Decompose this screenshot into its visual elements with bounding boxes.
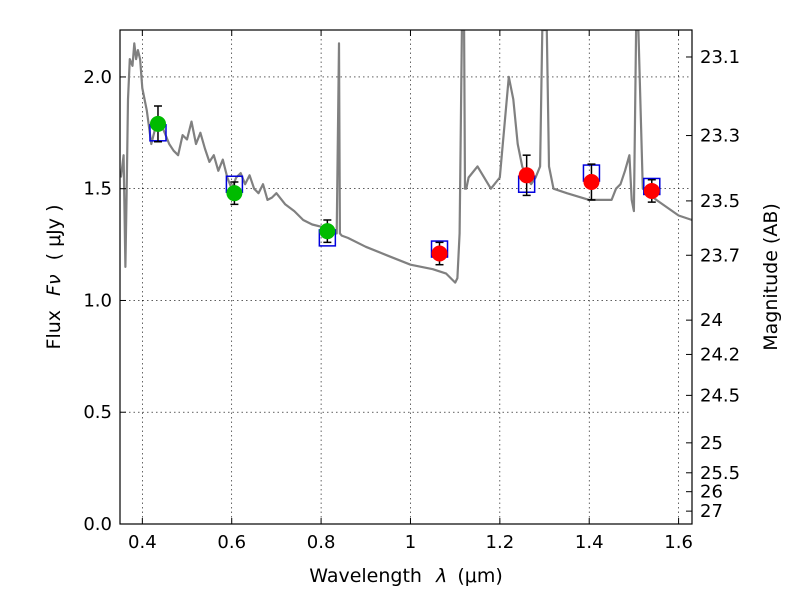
plot-content	[120, 30, 692, 284]
magnitude-tick-label: 23.1	[700, 47, 740, 68]
x-tick-label: 0.4	[128, 532, 157, 553]
magnitude-tick-label: 24	[700, 310, 723, 331]
magnitude-tick-label: 23.7	[700, 245, 740, 266]
red-photometry-point	[643, 182, 660, 199]
y-axis-title-unit: ( μJy )	[43, 205, 65, 261]
x-tick-label: 0.6	[217, 532, 246, 553]
x-tick-label: 1.6	[664, 532, 693, 553]
x-axis-title: Wavelength λ (μm)	[309, 565, 502, 587]
magnitude-tick-label: 23.5	[700, 191, 740, 212]
y-tick-label: 0.5	[83, 402, 112, 423]
x-tick-label: 1.2	[486, 532, 515, 553]
x-axis-ticks: 0.4 0.6 0.8 1 1.2 1.4 1.6	[128, 30, 693, 553]
green-photometry-point	[226, 185, 243, 202]
x-tick-label: 0.8	[307, 532, 336, 553]
magnitude-tick-label: 25	[700, 433, 723, 454]
x-tick-label: 1.4	[575, 532, 604, 553]
green-photometry-point	[149, 115, 166, 132]
plot-frame	[119, 29, 693, 525]
green-photometry-point	[319, 223, 336, 240]
y-axis-title-symbol: Fν	[43, 274, 65, 296]
y-axis-title: Flux Fν ( μJy )	[43, 205, 65, 350]
red-photometry-point	[518, 167, 535, 184]
model-spectrum	[120, 30, 692, 284]
y-tick-label: 0.0	[83, 514, 112, 535]
y-tick-label: 2.0	[83, 67, 112, 88]
red-photometry-point	[583, 174, 600, 190]
x-axis-title-text: Wavelength	[309, 565, 422, 587]
y-axis-title-text: Flux	[43, 310, 65, 350]
magnitude-tick-label: 27	[700, 501, 723, 522]
y-tick-label: 1.0	[83, 290, 112, 311]
red-photometry-point	[431, 245, 448, 262]
x-axis-title-unit: (μm)	[457, 565, 502, 587]
y-tick-label: 1.5	[83, 179, 112, 200]
y2-axis-title: Magnitude (AB)	[760, 203, 782, 351]
magnitude-tick-label: 23.3	[700, 126, 740, 147]
photometry-points	[149, 115, 660, 262]
magnitude-tick-label: 24.2	[700, 344, 740, 365]
model-spectrum-line	[120, 30, 692, 284]
magnitude-tick-label: 24.5	[700, 385, 740, 406]
x-axis-title-symbol: λ	[435, 565, 447, 587]
magnitude-tick-label: 26	[700, 482, 723, 503]
magnitude-tick-label: 25.5	[700, 463, 740, 484]
grid-lines	[120, 30, 692, 524]
x-tick-label: 1	[405, 532, 416, 553]
y-axis-ticks: 0.0 0.5 1.0 1.5 2.0	[83, 67, 126, 535]
